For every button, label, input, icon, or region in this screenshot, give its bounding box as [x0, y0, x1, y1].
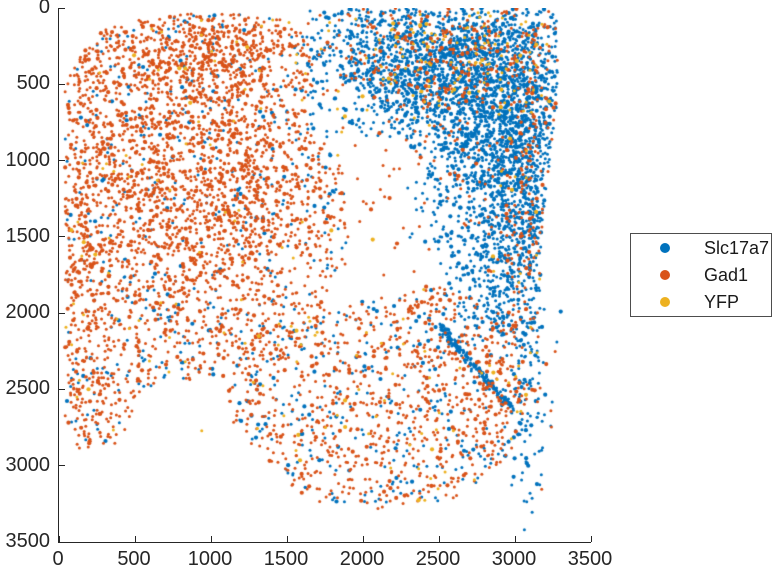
y-tick-label: 2500 [5, 377, 51, 400]
legend-marker-icon [660, 243, 670, 253]
x-tick-mark [58, 536, 60, 542]
legend-label: YFP [704, 291, 740, 312]
x-tick-label: 3500 [567, 548, 613, 570]
legend-entry: Gad1 [631, 262, 771, 289]
y-tick-label: 3000 [5, 453, 51, 476]
x-tick-label: 2000 [339, 548, 385, 570]
legend-entry: YFP [631, 289, 771, 316]
legend-marker-icon [660, 297, 670, 307]
legend-marker-icon [660, 270, 670, 280]
x-tick-label: 2500 [415, 548, 461, 570]
scatter-canvas [59, 8, 591, 542]
x-tick-label: 0 [52, 548, 64, 570]
y-tick-mark [59, 83, 65, 85]
y-tick-label: 1000 [5, 148, 51, 171]
y-tick-label: 3500 [5, 530, 51, 552]
y-tick-label: 500 [16, 72, 50, 95]
x-tick-label: 500 [117, 548, 151, 570]
x-tick-mark [362, 536, 364, 542]
y-tick-mark [59, 312, 65, 314]
x-tick-label: 3000 [491, 548, 537, 570]
y-tick-mark [59, 465, 65, 467]
x-tick-mark [210, 536, 212, 542]
y-tick-label: 2000 [5, 301, 51, 324]
x-tick-label: 1000 [187, 548, 233, 570]
plot-area [58, 7, 592, 543]
y-tick-mark [59, 160, 65, 162]
x-tick-mark [286, 536, 288, 542]
legend-label: Slc17a7 [704, 237, 770, 258]
legend: Slc17a7 Gad1 YFP [630, 233, 772, 317]
x-tick-mark [514, 536, 516, 542]
x-tick-mark [134, 536, 136, 542]
x-tick-mark [590, 536, 592, 542]
x-tick-label: 1500 [263, 548, 309, 570]
y-tick-mark [59, 388, 65, 390]
y-tick-label: 1500 [5, 224, 51, 247]
y-tick-mark [59, 236, 65, 238]
legend-entry: Slc17a7 [631, 235, 771, 262]
y-tick-mark [59, 541, 65, 543]
legend-label: Gad1 [704, 264, 749, 285]
y-tick-label: 0 [38, 0, 50, 18]
y-tick-mark [59, 7, 65, 9]
x-tick-mark [438, 536, 440, 542]
